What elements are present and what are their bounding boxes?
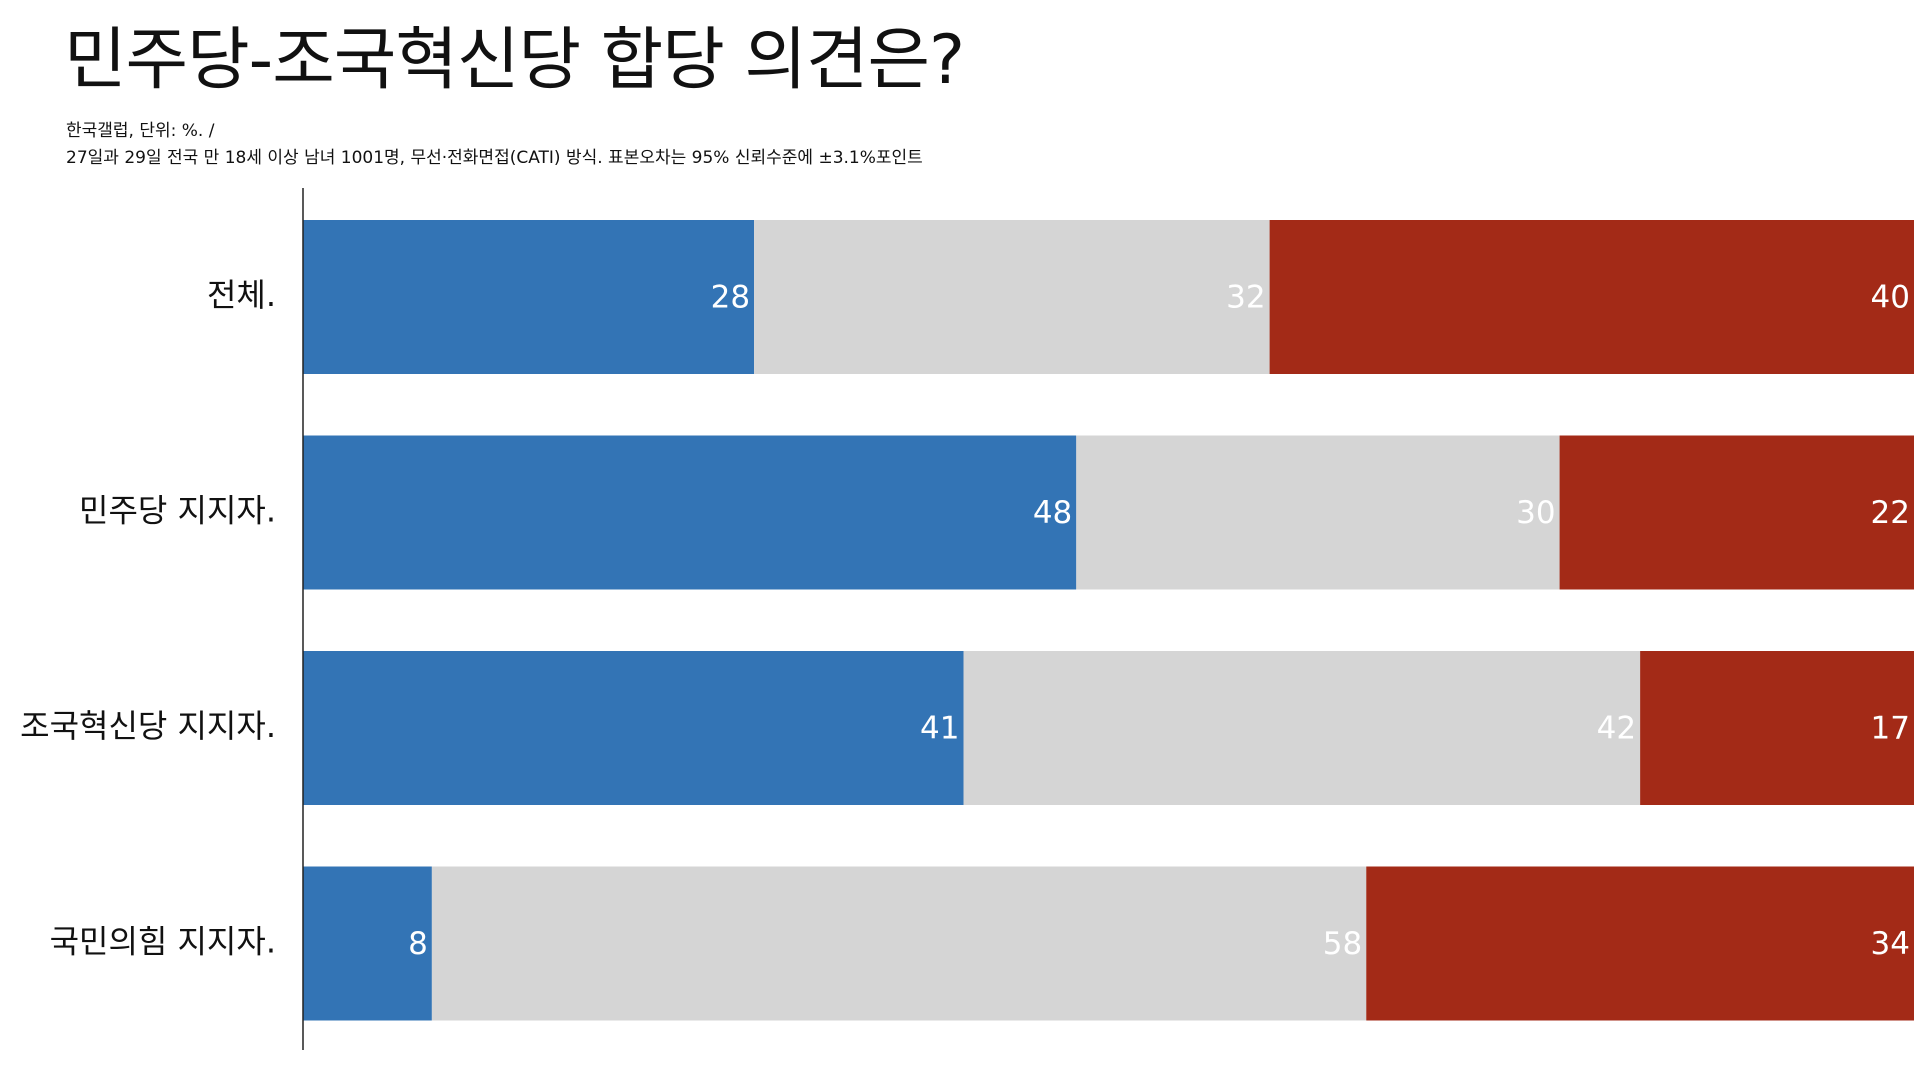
value-label: 22 xyxy=(1871,495,1910,531)
bar-segment xyxy=(1366,866,1914,1021)
category-label: 조국혁신당 지지자. xyxy=(20,707,276,745)
value-label: 41 xyxy=(920,711,959,747)
bar-segment xyxy=(431,866,1367,1021)
bar-segment xyxy=(1559,435,1914,590)
subtitle-source-line: 한국갤럽, 단위: %. / xyxy=(66,121,215,141)
value-label: 40 xyxy=(1871,280,1910,316)
value-label: 8 xyxy=(408,926,428,962)
bar-segment xyxy=(303,651,964,805)
value-label: 48 xyxy=(1033,495,1072,531)
bar-segment xyxy=(303,866,432,1021)
category-label: 민주당 지지자. xyxy=(79,492,276,530)
value-label: 17 xyxy=(1871,711,1910,747)
bar-segment xyxy=(963,651,1641,805)
bar-segment xyxy=(303,220,755,374)
value-label: 58 xyxy=(1323,926,1362,962)
value-label: 34 xyxy=(1871,926,1910,962)
bar-segment xyxy=(754,220,1270,374)
value-label: 32 xyxy=(1226,280,1265,316)
chart-title: 민주당-조국혁신당 합당 의견은? xyxy=(64,21,965,100)
value-label: 28 xyxy=(711,280,750,316)
category-label: 국민의힘 지지자. xyxy=(50,923,276,961)
value-label: 30 xyxy=(1516,495,1555,531)
chart-subtitle: 한국갤럽, 단위: %. / 27일과 29일 전국 만 18세 이상 남녀 1… xyxy=(66,118,923,172)
subtitle-method-line: 27일과 29일 전국 만 18세 이상 남녀 1001명, 무선·전화면접(C… xyxy=(66,148,923,168)
value-label: 42 xyxy=(1597,711,1636,747)
bar-segment xyxy=(303,435,1077,590)
category-label: 전체. xyxy=(207,276,276,314)
bar-segment xyxy=(1076,435,1560,590)
bar-segment xyxy=(1640,651,1914,805)
bar-segment xyxy=(1269,220,1914,374)
